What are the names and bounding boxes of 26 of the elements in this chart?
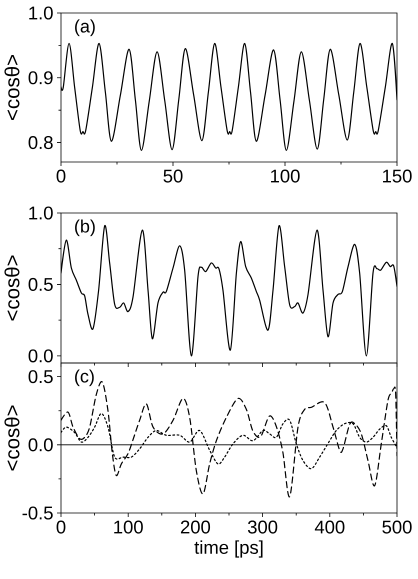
x-tick-label: 100 xyxy=(114,520,143,534)
y-tick-label: -0.5 xyxy=(22,506,53,520)
y-axis-title: <cosθ> xyxy=(4,256,20,320)
x-axis-title: time [ps] xyxy=(194,540,262,558)
x-tick-label: 500 xyxy=(382,520,412,534)
annotation: (b) xyxy=(75,219,95,236)
x-tick-label: 0 xyxy=(56,170,66,183)
annotation: (a) xyxy=(75,19,95,36)
y-tick-label: 1.0 xyxy=(29,6,53,20)
y-tick-label: 1.0 xyxy=(29,206,53,220)
x-tick-label: 50 xyxy=(163,170,183,183)
y-axis-title: <cosθ> xyxy=(4,55,20,120)
x-tick-label: 100 xyxy=(271,170,300,183)
y-tick-label: 0.9 xyxy=(28,71,53,84)
x-tick-label: 400 xyxy=(314,520,344,534)
y-tick-label: 0.0 xyxy=(28,438,53,452)
y-axis-title: <cosθ> xyxy=(4,406,20,470)
y-tick-label: 0.8 xyxy=(28,136,53,150)
y-tick-label: 0.5 xyxy=(28,370,53,384)
annotation: (c) xyxy=(75,369,94,386)
x-tick-label: 200 xyxy=(180,520,210,534)
y-tick-label: 0.5 xyxy=(28,278,53,291)
x-tick-label: 0 xyxy=(56,520,66,534)
y-tick-label: 0.0 xyxy=(28,349,53,362)
x-tick-label: 150 xyxy=(383,170,412,183)
x-tick-label: 300 xyxy=(248,520,278,534)
